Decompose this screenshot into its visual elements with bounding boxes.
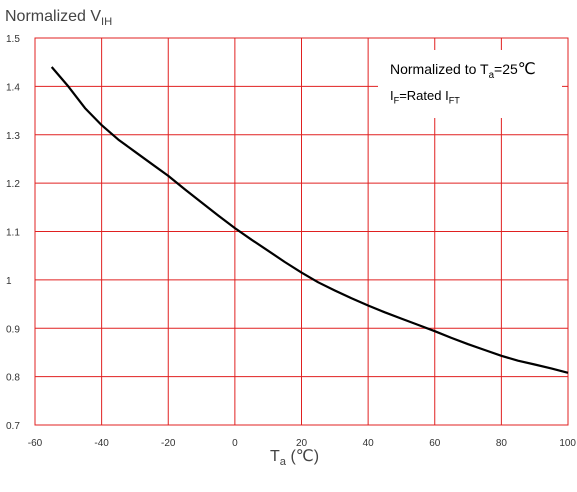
annotation-rated-current: IF=Rated IFT — [390, 88, 460, 106]
plot-frame — [34, 37, 569, 426]
y-axis-title: Normalized VIH — [5, 8, 113, 29]
x-axis-title: Ta (℃) — [270, 448, 320, 469]
series-line — [50, 66, 569, 374]
x-tick-label: -20 — [161, 438, 176, 449]
y-tick-label: 1.3 — [6, 131, 20, 142]
y-tick-label: 1.5 — [6, 34, 20, 45]
y-tick-label: 1.2 — [6, 179, 20, 190]
x-tick-label: -40 — [94, 438, 109, 449]
x-tick-label: 40 — [363, 438, 375, 449]
x-tick-label: 80 — [496, 438, 508, 449]
y-tick-label: 0.9 — [6, 324, 20, 335]
x-tick-label: 20 — [296, 438, 308, 449]
annotation-normalization: Normalized to Ta=25℃ — [390, 61, 536, 81]
chart-annotation-box: Normalized to Ta=25℃ IF=Rated IFT — [378, 50, 562, 118]
y-tick-label: 1 — [6, 276, 12, 287]
y-tick-label: 0.7 — [6, 421, 20, 432]
y-tick-label: 1.1 — [6, 228, 20, 239]
x-tick-label: -60 — [28, 438, 43, 449]
x-tick-label: 0 — [232, 438, 238, 449]
y-tick-label: 1.4 — [6, 82, 20, 93]
x-tick-label: 60 — [429, 438, 441, 449]
y-tick-label: 0.8 — [6, 373, 20, 384]
x-tick-label: 100 — [559, 438, 576, 449]
